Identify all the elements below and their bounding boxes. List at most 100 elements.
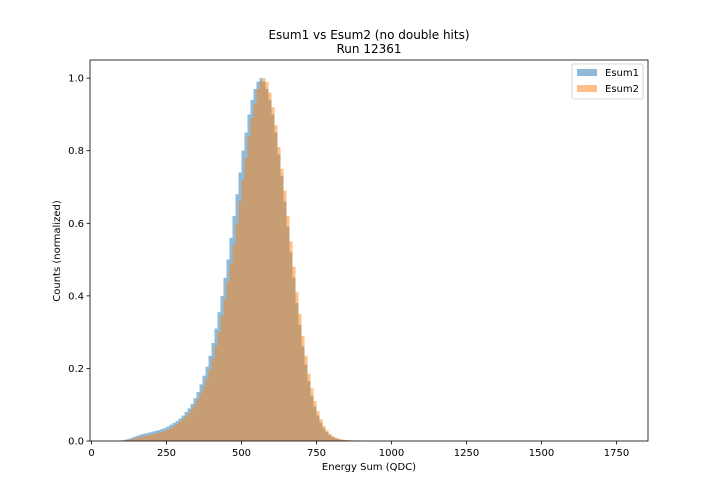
legend-swatch-esum1 xyxy=(577,69,597,76)
x-tick-label: 1000 xyxy=(379,448,404,459)
x-tick-label: 1500 xyxy=(529,448,554,459)
bar-esum2 xyxy=(193,404,197,441)
bar-esum2 xyxy=(331,436,335,441)
x-axis-label: Energy Sum (QDC) xyxy=(322,462,416,473)
bar-esum2 xyxy=(199,393,203,441)
y-tick-label: 0.8 xyxy=(68,146,84,157)
bar-esum2 xyxy=(304,355,308,441)
bar-esum2 xyxy=(310,388,314,441)
bar-esum2 xyxy=(133,438,137,441)
bar-esum2 xyxy=(229,263,233,441)
bar-esum2 xyxy=(208,369,212,441)
bar-esum2 xyxy=(151,434,155,441)
bar-esum2 xyxy=(325,430,329,441)
bar-esum2 xyxy=(292,266,296,441)
bar-esum2 xyxy=(277,147,281,441)
x-tick-label: 0 xyxy=(88,448,94,459)
bar-esum2 xyxy=(328,433,332,441)
bar-esum2 xyxy=(340,439,344,441)
bar-esum2 xyxy=(307,373,311,441)
bar-esum2 xyxy=(226,281,230,441)
legend: Esum1 Esum2 xyxy=(571,63,644,100)
bar-esum2 xyxy=(148,434,152,441)
y-tick-label: 0.6 xyxy=(68,219,84,230)
y-tick-label: 1.0 xyxy=(68,74,84,85)
bar-esum2 xyxy=(235,223,239,441)
bar-esum2 xyxy=(301,335,305,441)
bar-esum2 xyxy=(253,103,257,441)
bar-esum2 xyxy=(241,179,245,442)
series-esum2 xyxy=(121,78,362,442)
bar-esum2 xyxy=(187,413,191,441)
bar-esum2 xyxy=(286,216,290,441)
bar-esum2 xyxy=(214,345,218,441)
bar-esum2 xyxy=(154,433,158,441)
bar-esum2 xyxy=(337,438,341,441)
bar-esum2 xyxy=(142,436,146,441)
chart-subtitle: Run 12361 xyxy=(337,42,402,56)
x-tick-label: 1750 xyxy=(604,448,629,459)
bar-esum2 xyxy=(166,429,170,441)
bar-esum2 xyxy=(247,136,251,441)
bar-esum2 xyxy=(178,421,182,441)
bar-esum2 xyxy=(280,168,284,442)
bar-esum2 xyxy=(250,118,254,441)
chart-title: Esum1 vs Esum2 (no double hits) xyxy=(268,28,469,42)
bar-esum2 xyxy=(244,157,248,441)
bar-esum2 xyxy=(220,315,224,441)
y-tick-label: 0.2 xyxy=(68,364,84,375)
legend-swatch-esum2 xyxy=(577,85,597,92)
bar-esum2 xyxy=(268,92,272,441)
legend-label-esum1: Esum1 xyxy=(605,68,639,79)
legend-label-esum2: Esum2 xyxy=(605,84,639,95)
bar-esum2 xyxy=(172,426,176,441)
bar-esum2 xyxy=(265,81,269,442)
bar-esum2 xyxy=(139,437,143,441)
bar-esum2 xyxy=(256,89,260,441)
bar-esum2 xyxy=(130,439,134,441)
bar-esum2 xyxy=(232,245,236,441)
bar-esum2 xyxy=(205,378,209,441)
y-axis-ticks: 0.0 0.2 0.4 0.6 0.8 1.0 xyxy=(68,74,90,448)
bar-esum2 xyxy=(211,358,215,441)
y-axis-label: Counts (normalized) xyxy=(52,200,63,302)
bar-esum2 xyxy=(316,411,320,441)
x-tick-label: 250 xyxy=(157,448,176,459)
bar-esum2 xyxy=(298,314,302,441)
bar-esum2 xyxy=(202,386,206,441)
bar-esum2 xyxy=(295,292,299,441)
x-axis-ticks: 0 250 500 750 1000 1250 1500 1750 xyxy=(88,441,629,459)
x-tick-label: 1250 xyxy=(454,448,479,459)
bar-esum2 xyxy=(145,435,149,441)
bar-esum2 xyxy=(175,424,179,441)
bar-esum2 xyxy=(259,81,263,442)
bar-esum2 xyxy=(136,437,140,441)
x-tick-label: 750 xyxy=(307,448,326,459)
y-tick-label: 0.4 xyxy=(68,291,84,302)
y-tick-label: 0.0 xyxy=(68,437,84,448)
bar-esum2 xyxy=(283,190,287,441)
bar-esum2 xyxy=(334,437,338,441)
bar-esum2 xyxy=(343,439,347,441)
bar-esum2 xyxy=(127,439,131,441)
plot-frame xyxy=(89,59,649,442)
bar-esum2 xyxy=(319,419,323,441)
bar-esum2 xyxy=(157,432,161,441)
x-tick-label: 500 xyxy=(232,448,251,459)
bar-esum2 xyxy=(190,409,194,441)
bar-esum2 xyxy=(163,430,167,441)
bar-esum2 xyxy=(196,399,200,441)
bar-esum2 xyxy=(289,241,293,441)
bar-esum2 xyxy=(169,428,173,441)
bar-esum2 xyxy=(238,201,242,441)
bar-esum2 xyxy=(271,107,275,442)
bar-esum2 xyxy=(274,125,278,441)
bar-esum2 xyxy=(160,431,164,441)
bar-esum2 xyxy=(313,401,317,441)
bar-esum2 xyxy=(217,332,221,441)
bar-esum2 xyxy=(223,299,227,441)
bar-esum2 xyxy=(322,425,326,441)
bar-esum2 xyxy=(184,416,188,441)
histogram-bars xyxy=(121,78,362,442)
